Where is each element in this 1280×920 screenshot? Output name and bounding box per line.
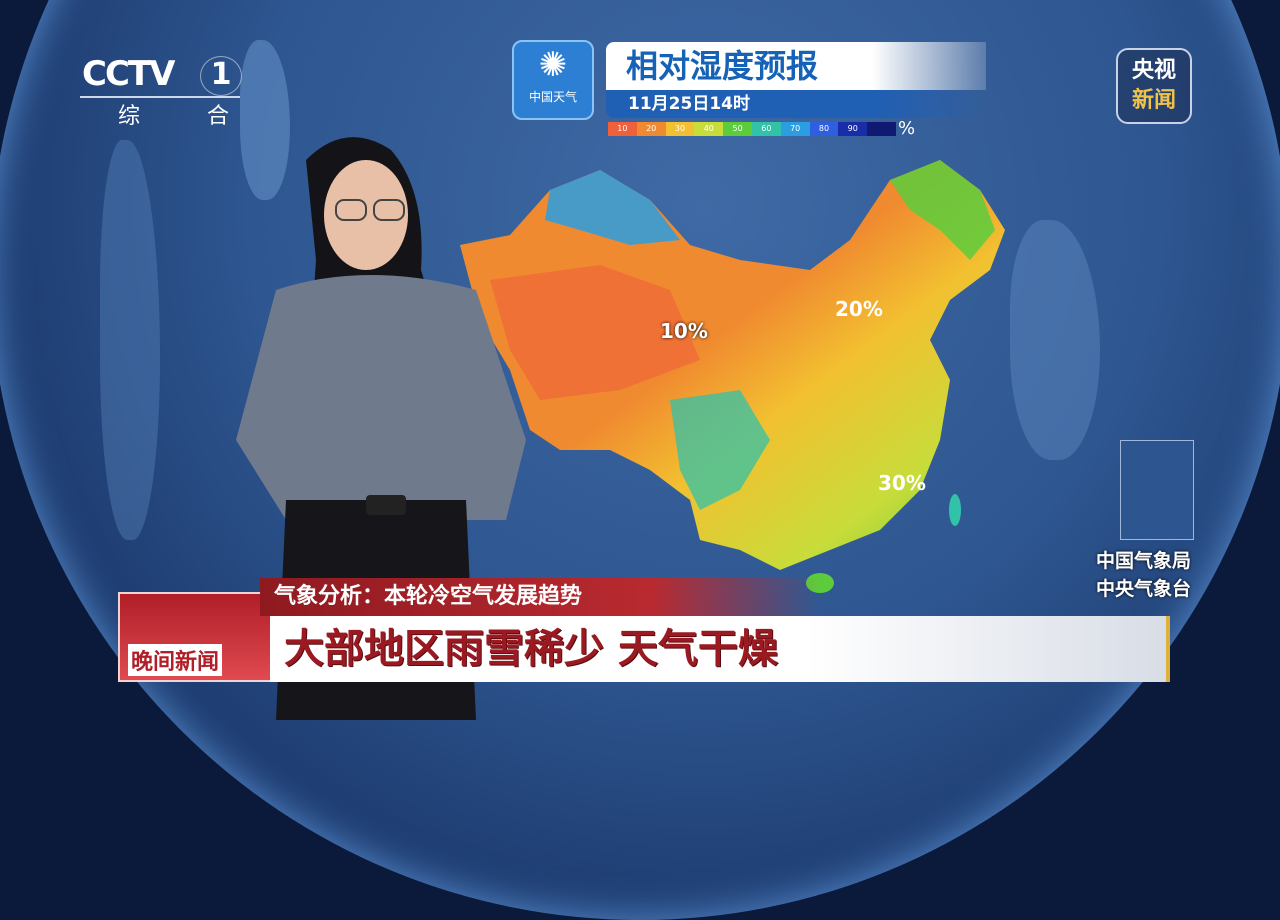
china-region [460, 160, 1005, 570]
legend-swatch: 60 [751, 122, 781, 136]
cctv-news-badge: 央视 新闻 [1116, 48, 1192, 124]
channel-number: 1 [200, 56, 242, 96]
landmass [1010, 220, 1100, 460]
badge-line1: 央视 [1131, 58, 1176, 83]
lower-third-headline: 大部地区雨雪稀少 天气干燥 [270, 616, 1170, 682]
taiwan [949, 494, 961, 526]
divider [80, 96, 240, 98]
humidity-map: 10% 20% 30% [460, 160, 1005, 593]
dry-core [490, 265, 700, 400]
legend-swatch: 80 [809, 122, 839, 136]
legend-swatch: 70 [780, 122, 810, 136]
channel-name: 综 合 [118, 104, 259, 129]
legend-swatch: 90 [838, 122, 868, 136]
program-logo: 晚间新闻 [118, 592, 278, 682]
south-china-sea-inset [1120, 440, 1194, 540]
legend-swatch: 20 [636, 122, 666, 136]
southwest-humid [670, 390, 770, 510]
landmass [240, 40, 290, 200]
map-label-10: 10% [660, 319, 708, 343]
legend-swatch: 40 [694, 122, 724, 136]
legend-swatch: 10 [608, 122, 637, 136]
legend-swatch [867, 122, 896, 136]
landmass [100, 140, 160, 540]
forecast-datetime: 11月25日14时 [606, 90, 986, 118]
northwest-humid [545, 170, 680, 245]
legend-unit: % [898, 118, 916, 139]
humidity-legend: 10 20 30 40 50 60 70 80 90 [608, 122, 896, 136]
logo-text: 中国天气 [528, 90, 577, 104]
swirl-icon: ✺ [538, 45, 568, 85]
map-label-20: 20% [835, 297, 883, 321]
agency-line1: 中国气象局 [1096, 550, 1192, 572]
northeast-humid [890, 160, 995, 260]
china-weather-logo: ✺ 中国天气 [512, 40, 594, 120]
lower-third-subtitle: 气象分析：本轮冷空气发展趋势 [260, 578, 820, 616]
program-name: 晚间新闻 [128, 644, 223, 676]
cctv-logo: CCTV [82, 54, 175, 94]
legend-swatch: 30 [665, 122, 695, 136]
map-label-30: 30% [878, 471, 926, 495]
forecast-title: 相对湿度预报 [606, 42, 986, 90]
legend-swatch: 50 [723, 122, 752, 136]
badge-line2: 新闻 [1131, 88, 1176, 113]
agency-line2: 中央气象台 [1096, 578, 1192, 600]
